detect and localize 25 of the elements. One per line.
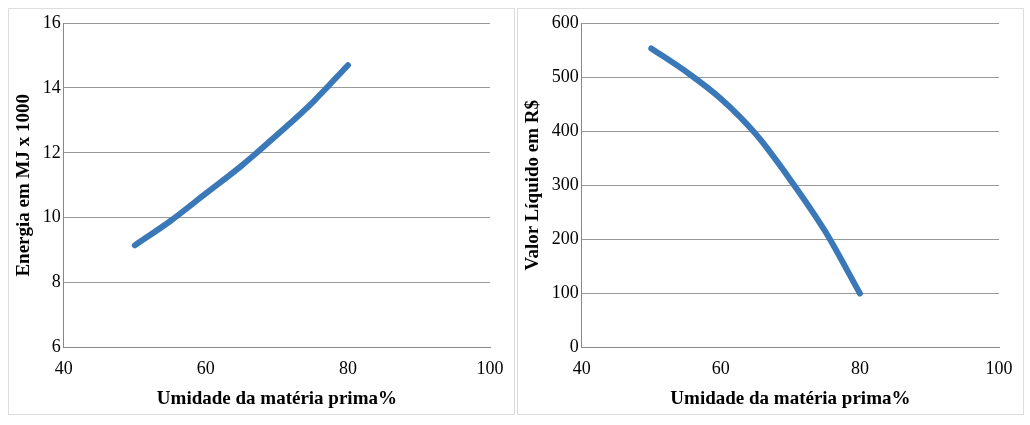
y-tick-label: 500	[551, 65, 579, 86]
y-tick-label: 6	[51, 336, 61, 357]
x-axis-title: Umidade da matéria prima%	[670, 386, 911, 408]
y-tick-label: 14	[42, 76, 61, 97]
y-tick-label: 16	[42, 11, 61, 32]
x-tick-label: 40	[54, 358, 73, 379]
y-tick-label: 600	[551, 11, 579, 32]
x-tick-label: 100	[985, 358, 1013, 379]
x-tick-label: 80	[850, 358, 869, 379]
y-tick-label: 8	[51, 271, 61, 292]
x-tick-label: 40	[572, 358, 591, 379]
x-tick-label: 80	[338, 358, 357, 379]
y-tick-label: 12	[42, 141, 61, 162]
y-tick-label: 200	[551, 228, 579, 249]
y-tick-label: 400	[551, 119, 579, 140]
x-tick-label: 100	[476, 358, 504, 379]
x-tick-label: 60	[196, 358, 215, 379]
y-tick-label: 0	[569, 336, 579, 357]
y-axis-title: Valor Líquido em R$	[521, 100, 543, 271]
y-tick-label: 10	[42, 206, 61, 227]
x-tick-label: 60	[711, 358, 730, 379]
y-tick-label: 100	[551, 282, 579, 303]
x-axis-title: Umidade da matéria prima%	[156, 386, 397, 408]
y-tick-label: 300	[551, 174, 579, 195]
y-axis-title: Energia em MJ x 1000	[12, 94, 34, 277]
